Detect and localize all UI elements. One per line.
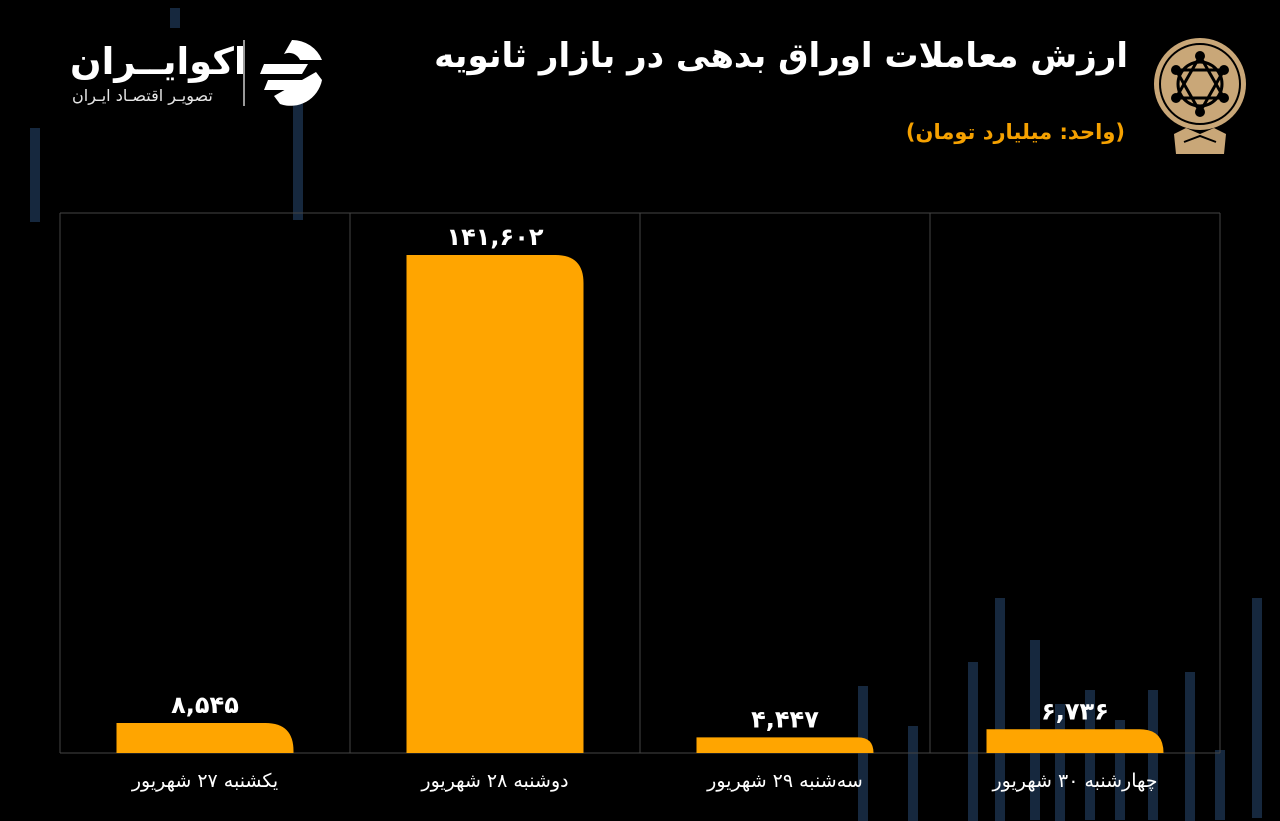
decorative-candle: [908, 726, 918, 821]
decorative-candle: [1148, 690, 1158, 820]
decorative-candle: [1085, 690, 1095, 820]
plot-frame: [59, 212, 1221, 754]
decorative-candle: [1215, 750, 1225, 820]
bar-group: ۸,۵۴۵ یکشنبه ۲۷ شهریور: [116, 691, 294, 792]
decorative-candle: [995, 598, 1005, 821]
chart-title: ارزش معاملات اوراق بدهی در بازار ثانویه: [434, 36, 1128, 76]
category-label: یکشنبه ۲۷ شهریور: [131, 770, 278, 792]
bar-group: ۴,۴۴۷ سه‌شنبه ۲۹ شهریور: [696, 705, 874, 792]
data-label: ۸,۵۴۵: [171, 691, 239, 719]
decorative-candle: [1115, 720, 1125, 820]
category-label: سه‌شنبه ۲۹ شهریور: [706, 770, 863, 792]
bar-group: ۱۴۱,۶۰۲ دوشنبه ۲۸ شهریور: [406, 223, 584, 792]
decorative-candle: [293, 100, 303, 220]
bar: [406, 255, 584, 753]
decorative-candle: [1252, 598, 1262, 818]
ecoiran-logo-icon: [260, 39, 322, 106]
decorative-candle: [170, 8, 180, 28]
category-label: دوشنبه ۲۸ شهریور: [420, 770, 568, 792]
brand-tagline: تصویـر اقتصـاد ایـران: [72, 86, 213, 105]
data-label: ۱۴۱,۶۰۲: [446, 223, 543, 251]
data-label: ۶,۷۳۶: [1041, 697, 1109, 725]
unit-label: (واحد: میلیارد تومان): [905, 120, 1125, 144]
brand-name: اکوایــران: [70, 40, 247, 83]
bar-group: ۶,۷۳۶ چهارشنبه ۳۰ شهریور: [986, 697, 1164, 792]
bar: [986, 729, 1164, 753]
bar: [696, 737, 874, 753]
category-label: چهارشنبه ۳۰ شهریور: [992, 770, 1158, 792]
brand-divider: [243, 40, 245, 106]
decorative-candle: [1055, 704, 1065, 821]
data-label: ۴,۴۴۷: [751, 705, 819, 733]
decorative-candle: [1185, 672, 1195, 821]
stock-exchange-emblem-icon: [1154, 38, 1246, 154]
bar: [116, 722, 294, 753]
decorative-candle: [30, 128, 40, 222]
decorative-candle: [968, 662, 978, 821]
